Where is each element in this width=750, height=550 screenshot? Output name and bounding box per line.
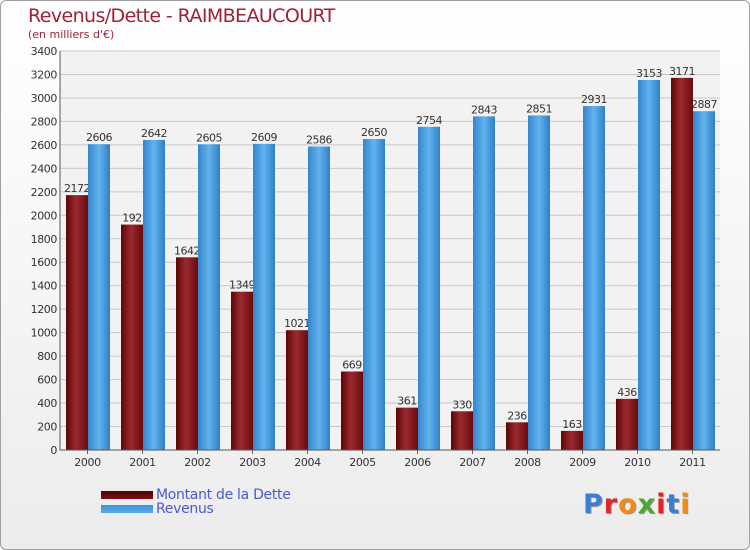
- bar-revenus: [583, 106, 605, 451]
- bar-dette: [286, 330, 308, 450]
- x-tick-label: 2007: [459, 456, 486, 469]
- data-label: 669: [342, 358, 362, 371]
- y-tick-label: 2400: [31, 162, 58, 175]
- bar-revenus: [473, 116, 495, 450]
- y-tick-label: 1000: [31, 327, 58, 340]
- x-tick-label: 2010: [624, 456, 651, 469]
- bar-dette: [451, 411, 473, 450]
- plot-background: [60, 51, 720, 450]
- y-tick-label: 2600: [31, 139, 58, 152]
- data-label: 163: [562, 418, 582, 431]
- data-label: 1349: [229, 279, 255, 292]
- bar-dette: [616, 398, 638, 450]
- bar-dette: [561, 430, 583, 450]
- proxiti-logo: Proxiti: [583, 489, 691, 520]
- y-tick-label: 600: [37, 374, 57, 387]
- y-tick-label: 3200: [31, 68, 58, 81]
- y-tick-label: 200: [37, 421, 57, 434]
- y-tick-label: 800: [37, 350, 57, 363]
- y-tick-label: 1400: [31, 280, 58, 293]
- logo-letter: r: [603, 489, 619, 520]
- legend-label-dette: Montant de la Dette: [156, 487, 291, 503]
- legend-label-revenus: Revenus: [156, 501, 214, 517]
- data-label: 3153: [636, 67, 662, 80]
- logo-letter: x: [637, 489, 657, 520]
- data-label: 1021: [284, 317, 310, 330]
- x-tick-label: 2001: [129, 456, 155, 469]
- data-label: 330: [452, 398, 472, 411]
- data-label: 361: [397, 395, 417, 408]
- bar-dette: [396, 407, 418, 450]
- bar-revenus: [528, 115, 550, 451]
- y-tick-label: 1600: [31, 256, 58, 269]
- x-tick-label: 2008: [514, 456, 541, 469]
- data-label: 1642: [174, 244, 200, 257]
- bar-dette: [671, 77, 693, 450]
- bar-revenus: [308, 146, 330, 450]
- data-label: 2586: [306, 134, 332, 147]
- x-tick-label: 2005: [349, 456, 376, 469]
- chart-title: Revenus/Dette - RAIMBEAUCOURT: [28, 5, 335, 27]
- bar-dette: [66, 195, 88, 450]
- bar-dette: [121, 224, 143, 450]
- data-label: 2650: [361, 126, 387, 139]
- bar-dette: [506, 422, 528, 450]
- bar-revenus: [198, 144, 220, 450]
- y-tick-label: 3400: [31, 45, 58, 58]
- data-label: 3171: [669, 65, 695, 78]
- y-tick-label: 1200: [31, 303, 58, 316]
- logo-letter: i: [656, 489, 667, 520]
- bar-revenus: [418, 126, 440, 450]
- data-label: 192: [122, 212, 142, 225]
- y-tick-label: 2800: [31, 115, 58, 128]
- x-tick-label: 2003: [239, 456, 266, 469]
- data-label: 2754: [416, 114, 442, 127]
- logo-letter: P: [583, 489, 604, 520]
- data-label: 2851: [526, 102, 552, 115]
- data-label: 236: [507, 409, 527, 422]
- bar-dette: [231, 291, 253, 450]
- data-label: 2172: [64, 182, 90, 195]
- y-tick-label: 2000: [31, 209, 58, 222]
- bar-revenus: [693, 111, 715, 450]
- chart-subtitle: (en milliers d'€): [28, 28, 115, 41]
- legend-swatch-dette: [101, 491, 153, 499]
- data-label: 2931: [581, 93, 607, 106]
- bar-revenus: [88, 144, 110, 451]
- bar-revenus: [253, 143, 275, 450]
- data-label: 2642: [141, 127, 167, 140]
- bar-dette: [341, 371, 363, 450]
- x-tick-label: 2002: [184, 456, 210, 469]
- data-label: 2843: [471, 103, 497, 116]
- logo-letter: i: [680, 489, 691, 520]
- logo-letter: t: [666, 489, 681, 520]
- y-tick-label: 400: [37, 397, 57, 410]
- x-tick-label: 2000: [74, 456, 101, 469]
- bar-revenus: [363, 139, 385, 450]
- y-tick-label: 2200: [31, 186, 58, 199]
- y-tick-label: 1800: [31, 233, 58, 246]
- data-label: 2606: [86, 131, 112, 144]
- data-label: 2605: [196, 131, 222, 144]
- bar-revenus: [143, 139, 165, 450]
- y-tick-label: 0: [50, 444, 57, 457]
- x-tick-label: 2009: [569, 456, 596, 469]
- x-tick-label: 2006: [404, 456, 431, 469]
- bar-revenus: [638, 79, 660, 450]
- bar-dette: [176, 257, 198, 450]
- data-label: 2609: [251, 131, 277, 144]
- legend-swatch-revenus: [101, 505, 153, 513]
- logo-letter: o: [618, 489, 638, 520]
- y-tick-label: 3000: [31, 92, 58, 105]
- data-label: 2887: [691, 98, 717, 111]
- x-tick-label: 2011: [679, 456, 705, 469]
- x-tick-label: 2004: [294, 456, 321, 469]
- data-label: 436: [617, 386, 637, 399]
